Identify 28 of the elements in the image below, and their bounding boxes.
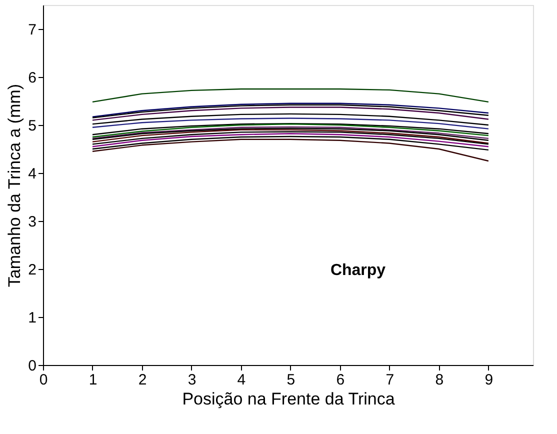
x-tick-label: 8: [435, 372, 444, 388]
line-series: [92, 106, 490, 121]
y-tick-label: 0: [28, 358, 36, 374]
y-tick-label: 1: [28, 310, 36, 326]
line-series: [92, 88, 490, 103]
x-tick-label: 6: [336, 372, 345, 388]
line-series: [92, 136, 490, 151]
x-tick-label: 1: [88, 372, 98, 388]
x-tick-label: 3: [188, 372, 196, 388]
y-tick-label: 6: [28, 70, 36, 86]
x-tick-label: 9: [484, 372, 494, 388]
y-tick-label: 2: [28, 262, 36, 278]
x-tick-label: 4: [237, 372, 246, 388]
x-tick-label: 0: [39, 372, 48, 388]
x-tick-label: 5: [286, 372, 296, 388]
annotation: Charpy: [330, 262, 386, 279]
x-tick-label: 2: [138, 372, 147, 388]
x-axis-title: Posição na Frente da Trinca: [182, 390, 396, 408]
line-series: [92, 138, 490, 162]
y-tick-label: 5: [28, 118, 36, 134]
y-tick-label: 4: [28, 166, 36, 182]
x-tick-label: 7: [386, 372, 394, 388]
y-tick-label: 3: [28, 214, 36, 230]
y-axis-title: Tamanho da Trinca a (mm): [5, 84, 24, 288]
line-series: [92, 113, 490, 126]
line-series: [92, 133, 490, 148]
line-series: [92, 118, 490, 130]
y-tick-label: 7: [28, 22, 36, 38]
